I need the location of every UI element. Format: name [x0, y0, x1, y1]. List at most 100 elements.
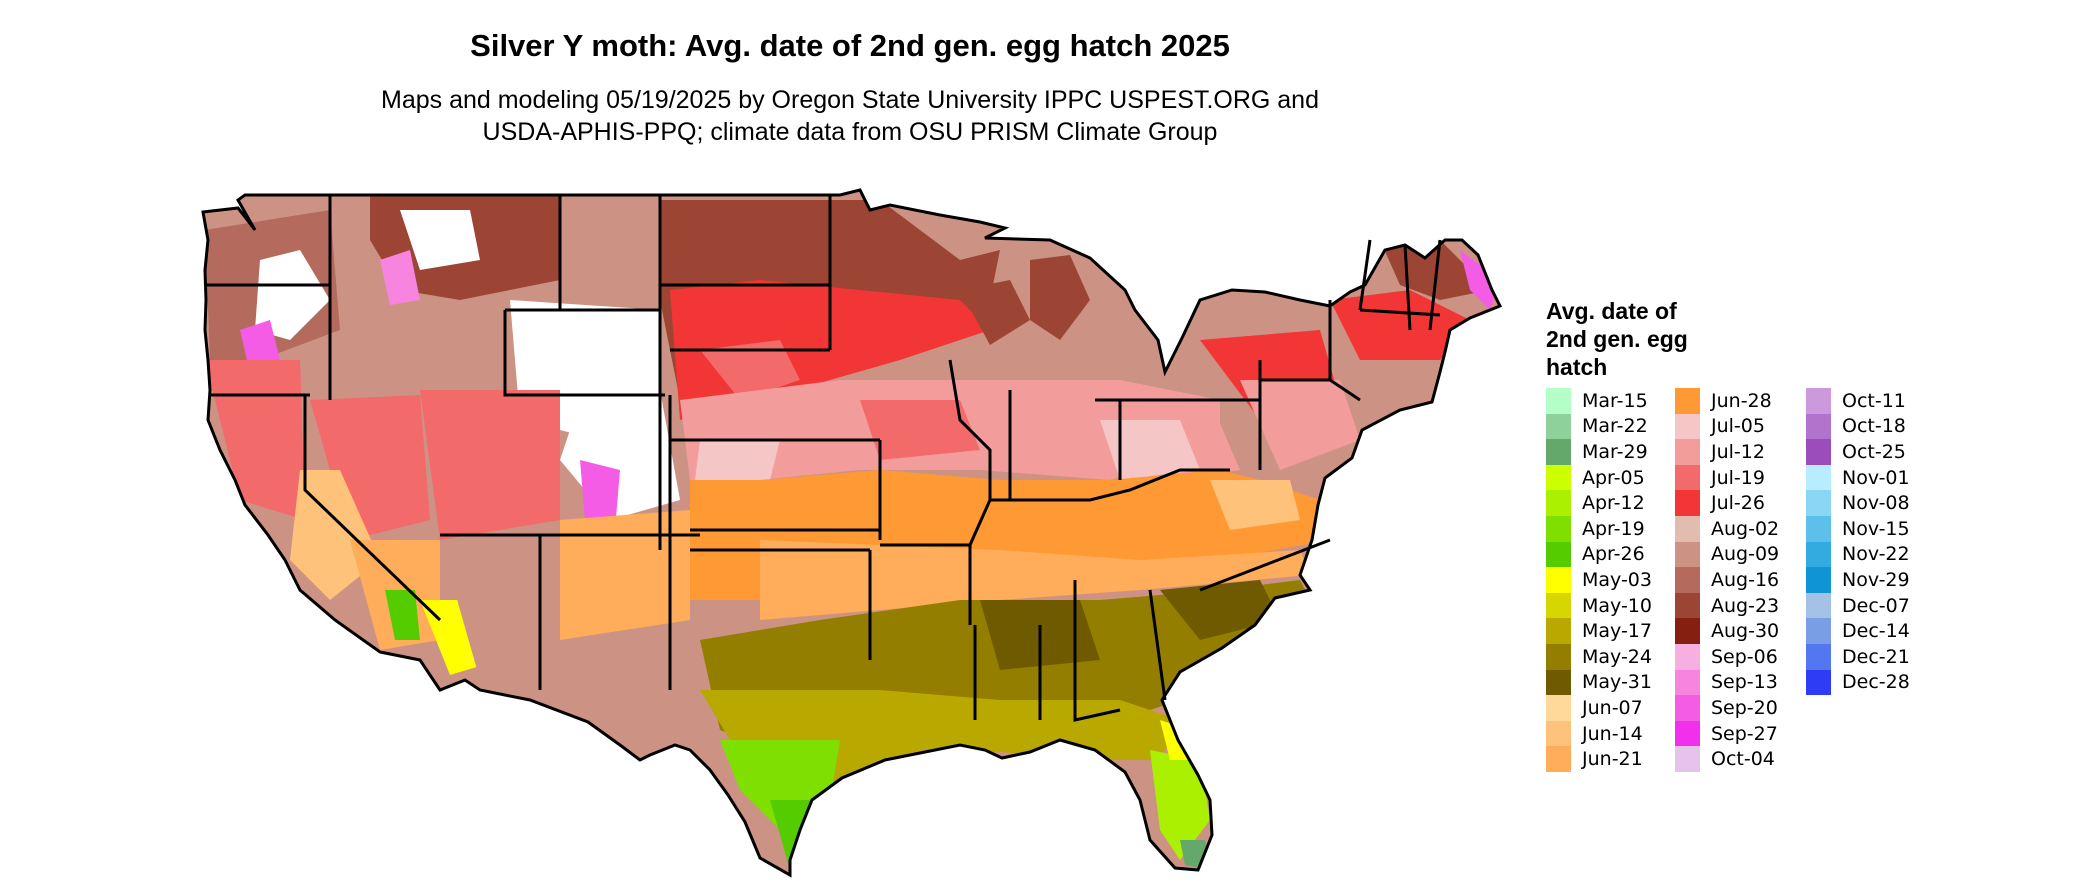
legend-swatch: [1546, 618, 1571, 644]
legend-item: Oct-04: [1675, 746, 1779, 772]
legend-label: Dec-28: [1842, 671, 1910, 694]
legend-swatch: [1546, 720, 1571, 747]
legend-swatch: [1806, 439, 1831, 465]
legend-item: Jul-05: [1675, 413, 1779, 440]
legend-swatch: [1806, 567, 1831, 593]
legend-label: Mar-29: [1582, 440, 1648, 463]
legend-label: Oct-18: [1842, 415, 1906, 438]
legend-swatch: [1546, 592, 1571, 619]
legend-label: Nov-29: [1842, 568, 1910, 591]
legend-item: Sep-20: [1675, 695, 1779, 721]
legend-swatch: [1675, 388, 1700, 414]
legend-item: Jul-19: [1675, 464, 1779, 491]
legend-swatch: [1546, 464, 1571, 491]
legend-item: Jun-14: [1546, 720, 1652, 747]
legend-swatch: [1546, 669, 1571, 696]
legend-label: Sep-27: [1711, 722, 1778, 745]
legend-column-1: Mar-15 Mar-22 Mar-29 Apr-05 Apr-12 Apr-19 Apr-…: [1546, 388, 1652, 772]
legend-item: Dec-07: [1806, 592, 1910, 619]
legend-label: Aug-23: [1711, 594, 1780, 617]
legend-item: Nov-01: [1806, 464, 1910, 491]
legend-label: Nov-01: [1842, 466, 1910, 489]
legend-item: Aug-16: [1675, 567, 1779, 593]
legend-item: May-17: [1546, 618, 1652, 644]
legend-title-line: 2nd gen. egg: [1546, 326, 1688, 352]
legend-label: Jun-14: [1582, 722, 1643, 745]
legend-item: Jun-28: [1675, 388, 1779, 414]
legend-swatch: [1546, 541, 1571, 568]
legend-item: Nov-08: [1806, 490, 1910, 516]
legend-swatch: [1546, 413, 1571, 440]
legend-label: Jul-26: [1711, 492, 1765, 515]
legend-swatch: [1806, 669, 1831, 696]
legend-label: Dec-21: [1842, 645, 1910, 668]
map-subtitle-line-2: USDA-APHIS-PPQ; climate data from OSU PR…: [482, 118, 1218, 146]
legend-swatch: [1546, 746, 1571, 772]
legend-swatch: [1675, 746, 1700, 772]
legend-item: Oct-18: [1806, 413, 1910, 440]
legend-swatch: [1806, 592, 1831, 619]
legend-label: Sep-20: [1711, 696, 1778, 719]
legend-item: Nov-15: [1806, 515, 1910, 542]
map-subtitle-line-1: Maps and modeling 05/19/2025 by Oregon S…: [381, 86, 1319, 114]
legend-swatch: [1675, 592, 1700, 619]
legend-item: Jun-21: [1546, 746, 1652, 772]
legend-item: Jul-12: [1675, 439, 1779, 465]
legend-label: Nov-08: [1842, 492, 1910, 515]
legend-item: Mar-29: [1546, 439, 1652, 465]
legend-item: Apr-12: [1546, 490, 1652, 516]
legend-swatch: [1806, 464, 1831, 491]
legend-item: Oct-11: [1806, 388, 1910, 414]
legend-item: Jun-07: [1546, 695, 1652, 721]
legend-item: May-03: [1546, 567, 1652, 593]
legend-label: Nov-22: [1842, 543, 1910, 566]
legend-swatch: [1806, 388, 1831, 414]
legend-swatch: [1675, 643, 1700, 670]
legend-label: Dec-14: [1842, 620, 1910, 643]
legend-item: Sep-06: [1675, 643, 1779, 670]
legend-label: Dec-07: [1842, 594, 1910, 617]
legend-label: Jun-07: [1582, 696, 1643, 719]
legend-item: Nov-22: [1806, 541, 1910, 568]
legend-label: Oct-25: [1842, 440, 1906, 463]
legend-swatch: [1675, 669, 1700, 696]
legend-swatch: [1806, 413, 1831, 440]
legend-swatch: [1675, 464, 1700, 491]
legend-label: Nov-15: [1842, 517, 1910, 540]
legend-swatch: [1675, 618, 1700, 644]
legend-label: Apr-26: [1582, 543, 1645, 566]
legend-item: Jul-26: [1675, 490, 1779, 516]
legend-title: Avg. date of 2nd gen. egg hatch: [1546, 297, 1746, 381]
legend-item: Apr-19: [1546, 515, 1652, 542]
legend-label: May-03: [1582, 568, 1652, 591]
legend-label: May-10: [1582, 594, 1652, 617]
legend-swatch: [1675, 439, 1700, 465]
legend-swatch: [1806, 515, 1831, 542]
legend-label: Mar-15: [1582, 389, 1648, 412]
legend-swatch: [1806, 541, 1831, 568]
legend-item: May-10: [1546, 592, 1652, 619]
legend-item: Aug-09: [1675, 541, 1779, 568]
legend-label: May-24: [1582, 645, 1652, 668]
legend-label: Sep-06: [1711, 645, 1778, 668]
legend-item: Mar-15: [1546, 388, 1652, 414]
legend-item: Dec-21: [1806, 643, 1910, 670]
legend-label: Mar-22: [1582, 415, 1648, 438]
legend-swatch: [1675, 567, 1700, 593]
legend-label: Jun-21: [1582, 748, 1643, 771]
legend-column-3: Oct-11 Oct-18 Oct-25 Nov-01 Nov-08 Nov-15 Nov-…: [1806, 388, 1910, 696]
legend-item: Aug-23: [1675, 592, 1780, 619]
legend-swatch: [1546, 515, 1571, 542]
legend-item: Dec-14: [1806, 618, 1910, 644]
legend-label: Jul-19: [1711, 466, 1765, 489]
legend-item: Apr-26: [1546, 541, 1652, 568]
legend-label: Oct-04: [1711, 748, 1775, 771]
legend-item: May-31: [1546, 669, 1652, 696]
legend-item: Dec-28: [1806, 669, 1910, 696]
legend-swatch: [1546, 388, 1571, 414]
legend-item: May-24: [1546, 643, 1652, 670]
legend-label: Aug-16: [1711, 568, 1780, 591]
legend-swatch: [1546, 567, 1571, 593]
legend-swatch: [1675, 413, 1700, 440]
legend-item: Mar-22: [1546, 413, 1652, 440]
